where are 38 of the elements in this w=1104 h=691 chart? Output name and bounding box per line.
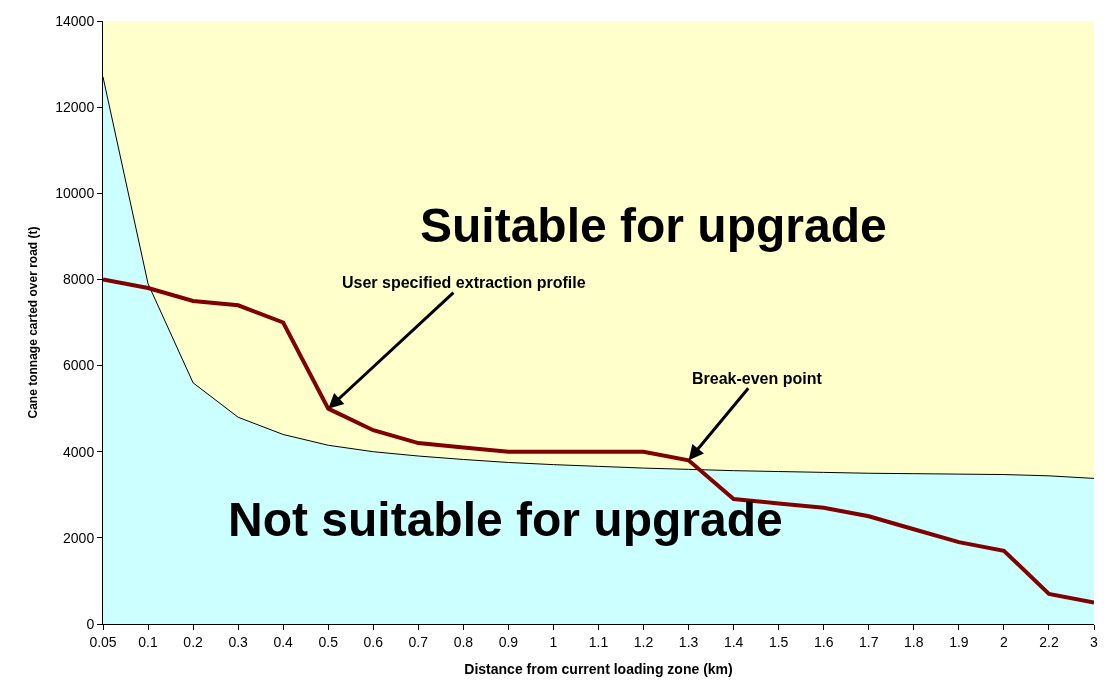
x-tick-label: 0.2 [183,633,204,650]
x-tick-label: 0.8 [453,633,474,650]
x-tick-label: 1 [549,633,558,650]
x-tick-label: 1.6 [814,633,834,650]
line-series [103,277,1094,605]
y-tick-label: 8000 [63,271,95,288]
x-tick-label: 1.8 [904,633,924,650]
x-tick-label: 1.2 [633,633,654,650]
y-tick-label: 2000 [63,529,95,546]
x-tick-label: 0.5 [318,633,339,650]
y-tick-label: 12000 [55,99,95,116]
x-tick-label: 0.1 [138,633,158,650]
y-tick-label: 6000 [63,357,95,374]
x-tick-label: 1.7 [859,633,879,650]
x-tick-label: 1.3 [678,633,699,650]
x-tick-label: 0.6 [363,633,384,650]
y-axis-title: Cane tonnage carted over road (t) [25,226,40,419]
x-tick-label: 2.2 [1039,633,1059,650]
annotation: User specified extraction profile [342,274,586,291]
annotation: Break-even point [692,370,823,387]
x-tick-label: 3 [1090,633,1099,650]
annotation: Suitable for upgrade [420,199,887,252]
annotation: Not suitable for upgrade [228,493,783,546]
x-tick-label: 1.1 [588,633,609,650]
y-tick-label: 10000 [55,185,95,202]
x-tick-label: 2 [1000,633,1009,650]
x-tick-label: 0.7 [408,633,429,650]
y-tick-label: 0 [86,615,95,632]
x-axis-title: Distance from current loading zone (km) [464,661,733,678]
x-tick-label: 0.9 [498,633,519,650]
x-tick-label: 0.05 [89,633,117,650]
y-tick-label: 4000 [63,443,95,460]
x-tick-label: 1.9 [949,633,969,650]
x-tick-label: 1.5 [768,633,789,650]
x-tick-label: 0.3 [228,633,249,650]
y-tick-label: 14000 [55,12,95,29]
x-tick-label: 1.4 [723,633,744,650]
x-tick-label: 0.4 [273,633,294,650]
